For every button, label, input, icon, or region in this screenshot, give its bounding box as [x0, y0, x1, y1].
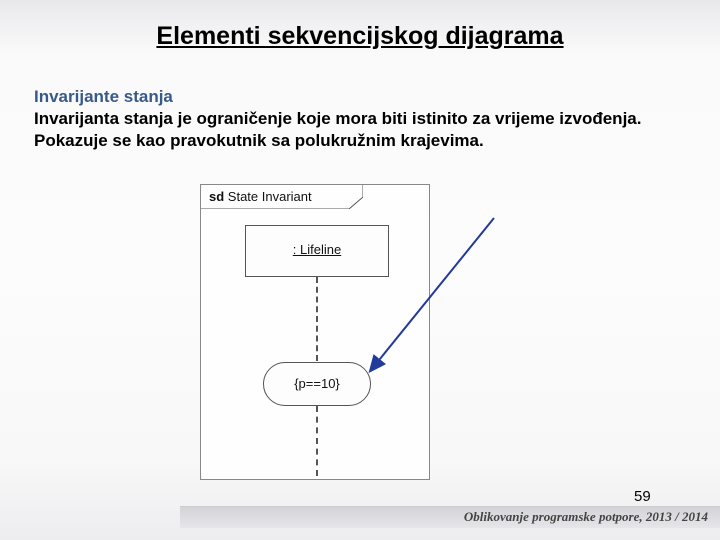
lifeline-head: : Lifeline	[245, 225, 389, 277]
frame-label: sd State Invariant	[209, 189, 312, 204]
lifeline-label: : Lifeline	[246, 242, 388, 257]
body-text: Invarijante stanja Invarijanta stanja je…	[34, 86, 688, 151]
footer-text: Oblikovanje programske potpore, 2013 / 2…	[464, 509, 708, 525]
frame-name-text: State Invariant	[228, 189, 312, 204]
footer-bar: Oblikovanje programske potpore, 2013 / 2…	[180, 506, 720, 528]
state-invariant-node: {p==10}	[263, 362, 371, 406]
description: Invarijanta stanja je ograničenje koje m…	[34, 109, 641, 150]
lifeline-dash-lower	[316, 406, 318, 476]
slide-title: Elementi sekvencijskog dijagrama	[0, 22, 720, 51]
frame-name-tab: sd State Invariant	[201, 185, 363, 209]
frame-prefix: sd	[209, 189, 224, 204]
lifeline-dash-upper	[316, 277, 318, 361]
sequence-diagram-frame: sd State Invariant : Lifeline {p==10}	[200, 184, 430, 480]
page-number: 59	[634, 488, 651, 505]
subheading: Invarijante stanja	[34, 86, 688, 108]
